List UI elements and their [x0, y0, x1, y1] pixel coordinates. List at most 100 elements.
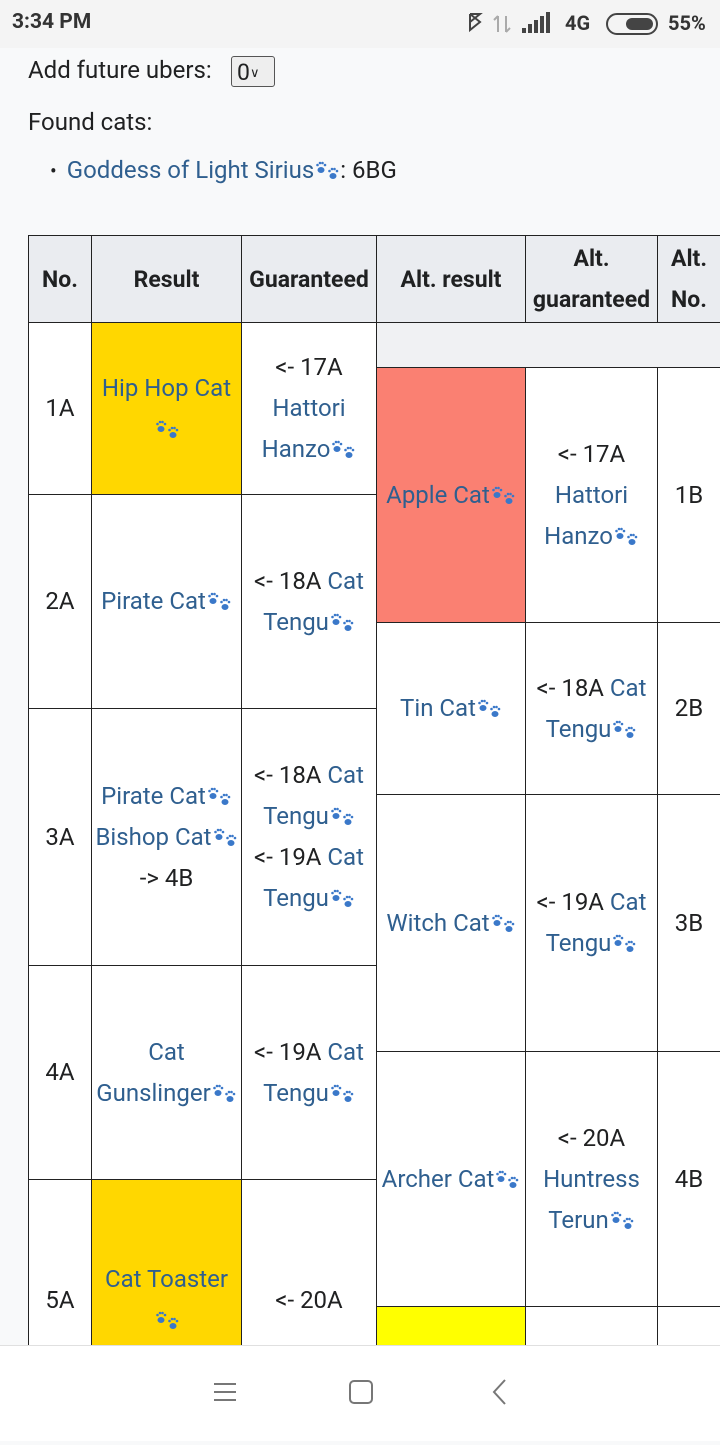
paw-toe — [335, 169, 339, 173]
cat-link[interactable]: Cat Tengu — [263, 843, 364, 912]
cat-link[interactable]: Archer Cat — [381, 1164, 495, 1193]
header-text: Guaranteed — [249, 265, 369, 293]
cat-link[interactable]: Pirate Cat — [101, 587, 206, 615]
menu-button[interactable] — [214, 1383, 236, 1401]
cat-link[interactable]: Hattori Hanzo — [261, 394, 346, 463]
guaranteed-cell: <- 18A Cat Tengu — [526, 623, 658, 795]
cat-link[interactable]: Pirate Cat — [101, 781, 206, 810]
paw-icon — [332, 440, 355, 458]
content: Add future ubers: 0∨ Found cats: • Goddes… — [0, 48, 720, 1345]
paw-toe — [232, 1092, 236, 1095]
paw-pad — [509, 1181, 517, 1188]
header-text: No. — [42, 265, 78, 293]
cat-link[interactable]: Cat Toaster — [104, 1265, 228, 1293]
paw-icon — [331, 1084, 354, 1102]
found-label: Found cats: — [28, 108, 153, 136]
no-cell: 3A — [29, 709, 92, 966]
paw-toe — [170, 1317, 173, 1321]
cat-link[interactable]: Bishop Cat — [95, 822, 212, 851]
guaranteed-cell: <- 19A Cat Tengu — [242, 966, 377, 1180]
paw-toe — [230, 834, 234, 837]
cat-link[interactable]: Cat Tengu — [263, 761, 364, 830]
paw-icon — [213, 828, 236, 846]
future-ubers-select[interactable]: 0∨ — [231, 56, 275, 87]
cat-link[interactable]: Hattori Hanzo — [544, 480, 629, 550]
no-cell: 4A — [29, 966, 92, 1180]
paw-icon — [155, 420, 178, 438]
cat-link[interactable]: Hip Hop Cat — [101, 373, 232, 402]
no-cell: 4B — [658, 1052, 720, 1307]
paw-toe — [333, 613, 337, 616]
cell-line: <- 17A Hattori Hanzo — [245, 347, 373, 470]
paw-toe — [625, 728, 629, 731]
paw-pad — [345, 452, 353, 458]
paw-icon — [613, 934, 636, 952]
paw-toe — [618, 720, 622, 723]
paw-toe — [222, 793, 226, 796]
paw-toe — [225, 836, 229, 839]
home-button[interactable] — [349, 1380, 373, 1404]
row-no: 3B — [674, 908, 704, 937]
paw-pad — [505, 925, 513, 932]
paw-toe — [227, 795, 231, 798]
row-no: 5A — [45, 1285, 75, 1314]
guaranteed-cell: <- 18A Cat Tengu <- 19A Cat Tengu — [242, 709, 377, 966]
cat-link[interactable]: Apple Cat — [386, 480, 490, 509]
cell-line: <- 19A Cat Tengu — [529, 882, 654, 964]
paw-pad — [332, 813, 340, 819]
paw-toe — [213, 592, 216, 596]
header-text: Alt. No. — [671, 245, 707, 313]
paw-toe — [613, 936, 617, 940]
cat-link[interactable]: Cat Tengu — [545, 888, 647, 957]
paw-toe — [220, 600, 223, 604]
paw-pad — [209, 598, 217, 604]
paw-toe — [328, 169, 332, 173]
source: <- 20A — [557, 1123, 626, 1152]
paw-pad — [491, 711, 499, 717]
paw-toe — [316, 163, 320, 167]
paw-toe — [348, 813, 351, 817]
paw-toe — [218, 828, 222, 831]
paw-pad — [209, 792, 217, 799]
result-cell: Archer Cat — [377, 1052, 526, 1307]
paw-toe — [345, 619, 349, 622]
cat-link[interactable]: Witch Cat — [386, 908, 490, 937]
paw-toe — [615, 1211, 619, 1214]
paw-toe — [499, 916, 502, 919]
cat-link[interactable]: Tin Cat — [400, 694, 476, 722]
cat-link[interactable]: Cat Gunslinger — [96, 1037, 211, 1107]
cat-link[interactable]: Cat Tengu — [263, 1037, 364, 1107]
row-no: 4A — [45, 1058, 75, 1086]
header-cell: Alt. result — [377, 236, 526, 323]
paw-pad — [214, 1089, 222, 1096]
paw-pad — [344, 819, 352, 825]
paw-toe — [336, 807, 339, 811]
target: -> 4B — [139, 863, 194, 892]
paw-toe — [163, 422, 166, 425]
paw-toe — [628, 726, 631, 729]
paw-toe — [210, 592, 214, 596]
cat-link[interactable]: Goddess of Light Sirius — [66, 156, 315, 184]
cat-link[interactable]: Cat Tengu — [263, 566, 364, 636]
paw-toe — [348, 1090, 351, 1093]
paw-toe — [497, 707, 501, 711]
paw-icon — [610, 1211, 634, 1229]
paw-icon — [478, 699, 501, 717]
paw-icon — [208, 787, 231, 805]
paw-toe — [208, 594, 211, 598]
paw-toe — [483, 699, 486, 703]
cat-link[interactable]: Huntress Terun — [543, 1164, 640, 1234]
paw-toe — [627, 535, 630, 538]
bluetooth-icon — [469, 13, 483, 33]
paw-pad — [157, 1317, 164, 1323]
paw-toe — [215, 1084, 219, 1087]
cell-line: <- 19A Cat Tengu — [245, 837, 373, 919]
battery-icon — [606, 13, 658, 35]
paw-toe — [221, 830, 224, 833]
cat-link[interactable]: Cat Tengu — [545, 673, 647, 743]
paw-toe — [155, 422, 159, 425]
paw-toe — [333, 1084, 337, 1087]
paw-toe — [630, 940, 634, 944]
paw-pad — [479, 705, 487, 711]
back-button[interactable] — [492, 1379, 506, 1405]
